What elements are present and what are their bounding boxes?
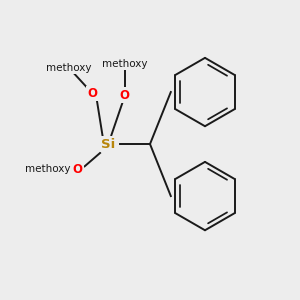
Text: methoxy: methoxy [46, 63, 91, 73]
Text: methoxy: methoxy [102, 59, 148, 69]
Text: O: O [87, 87, 97, 100]
Text: methoxy: methoxy [25, 164, 70, 174]
Text: O: O [120, 88, 130, 101]
Text: Si: Si [101, 138, 116, 151]
Text: O: O [72, 163, 82, 176]
